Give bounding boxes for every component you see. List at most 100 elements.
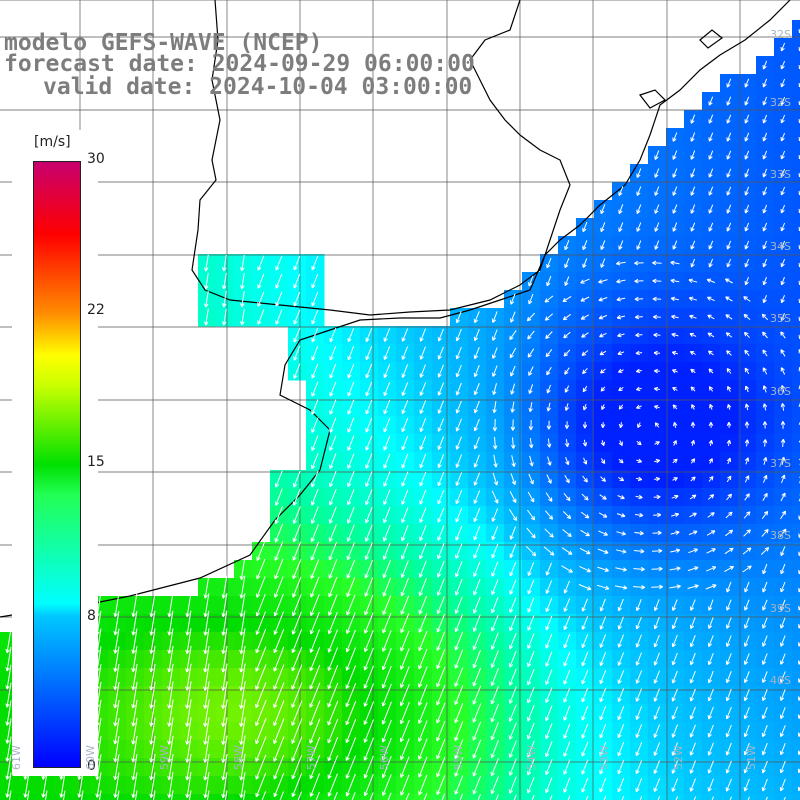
wind-arrow: [5, 736, 12, 762]
wind-arrow: [5, 754, 12, 780]
wind-arrow: [255, 700, 267, 727]
wind-arrow: [328, 488, 337, 506]
wind-arrow: [633, 584, 646, 590]
wind-arrow: [273, 682, 285, 708]
wind-arrow: [273, 593, 284, 617]
wind-arrow: [545, 705, 553, 722]
wind-arrow: [615, 549, 627, 554]
wind-arrow: [780, 313, 785, 322]
wind-cell: [792, 596, 800, 615]
wind-arrow: [329, 399, 337, 415]
wind-arrow: [599, 616, 606, 630]
wind-arrow: [761, 653, 768, 665]
wind-arrow: [780, 114, 786, 124]
wind-arrow: [617, 741, 625, 757]
wind-arrow: [511, 455, 516, 468]
wind-arrow: [310, 541, 320, 561]
wind-arrow: [798, 262, 800, 268]
wind-arrow: [708, 476, 714, 482]
wind-arrow: [672, 150, 678, 160]
wind-arrow: [689, 617, 696, 630]
wind-arrow: [363, 630, 374, 653]
wind-cell: [792, 92, 800, 111]
wind-arrow: [707, 742, 714, 756]
wind-arrow: [582, 403, 588, 411]
wind-cell: [486, 794, 505, 800]
wind-arrow: [742, 565, 752, 573]
wind-arrow: [437, 436, 445, 450]
wind-arrow: [203, 772, 210, 799]
wind-arrow: [292, 523, 301, 543]
wind-arrow: [257, 255, 265, 271]
wind-arrow: [490, 614, 499, 632]
wind-arrow: [203, 645, 210, 673]
wind-arrow: [273, 700, 285, 727]
wind-arrow: [653, 760, 661, 774]
wind-arrow: [328, 524, 337, 542]
wind-arrow: [743, 313, 751, 320]
wind-arrow: [546, 275, 552, 287]
wind-arrow: [581, 350, 589, 356]
wind-arrow: [508, 758, 517, 776]
wind-arrow: [582, 475, 588, 483]
wind-arrow: [242, 790, 246, 800]
wind-arrow: [762, 204, 768, 214]
wind-arrow: [510, 383, 516, 395]
wind-arrow: [636, 440, 642, 446]
wind-arrow: [761, 510, 769, 519]
wind-arrow: [744, 204, 750, 214]
wind-arrow: [635, 476, 643, 482]
wind-arrow: [131, 699, 138, 727]
wind-arrow: [672, 421, 678, 428]
wind-cell: [360, 794, 379, 800]
wind-arrow: [131, 593, 138, 617]
wind-arrow: [309, 611, 320, 635]
wind-arrow: [527, 348, 535, 358]
wind-arrow: [400, 648, 410, 670]
wind-arrow: [634, 530, 644, 536]
wind-arrow: [491, 596, 499, 614]
wind-arrow: [459, 793, 464, 800]
wind-arrow: [545, 633, 553, 649]
wind-arrow: [726, 204, 732, 214]
wind-arrow: [672, 222, 678, 232]
wind-arrow: [364, 559, 374, 579]
wind-arrow: [239, 593, 246, 617]
wind-arrow: [185, 628, 192, 654]
wind-arrow: [113, 736, 120, 763]
wind-arrow: [221, 717, 228, 745]
wind-arrow: [400, 560, 409, 578]
wind-arrow: [365, 506, 373, 524]
wind-arrow: [167, 610, 174, 636]
wind-arrow: [490, 721, 499, 741]
colorbar-gradient: [33, 161, 81, 768]
wind-arrow: [508, 722, 517, 740]
wind-arrow: [401, 346, 409, 360]
lat-label: 33S: [770, 168, 791, 181]
wind-arrow: [545, 723, 553, 740]
wind-arrow: [651, 548, 663, 554]
wind-arrow: [527, 651, 535, 668]
wind-arrow: [419, 400, 427, 414]
wind-arrow: [671, 332, 679, 338]
wind-cell: [792, 344, 800, 363]
wind-arrow: [617, 332, 625, 338]
wind-cell: [450, 794, 469, 800]
wind-arrow: [652, 530, 662, 536]
wind-cell: [792, 164, 800, 183]
wind-arrow: [95, 754, 102, 780]
wind-arrow: [565, 457, 570, 466]
lon-label: 54W: [525, 745, 538, 770]
wind-arrow: [780, 276, 785, 286]
wind-cell: [774, 794, 793, 800]
wind-arrow: [618, 404, 624, 410]
wind-arrow: [255, 611, 266, 635]
wind-arrow: [780, 581, 786, 593]
wind-arrow: [545, 562, 552, 576]
wind-arrow: [455, 346, 462, 360]
wind-arrow: [293, 345, 301, 361]
wind-arrow: [762, 599, 768, 611]
wind-arrow: [600, 422, 606, 429]
wind-arrow: [561, 565, 573, 573]
